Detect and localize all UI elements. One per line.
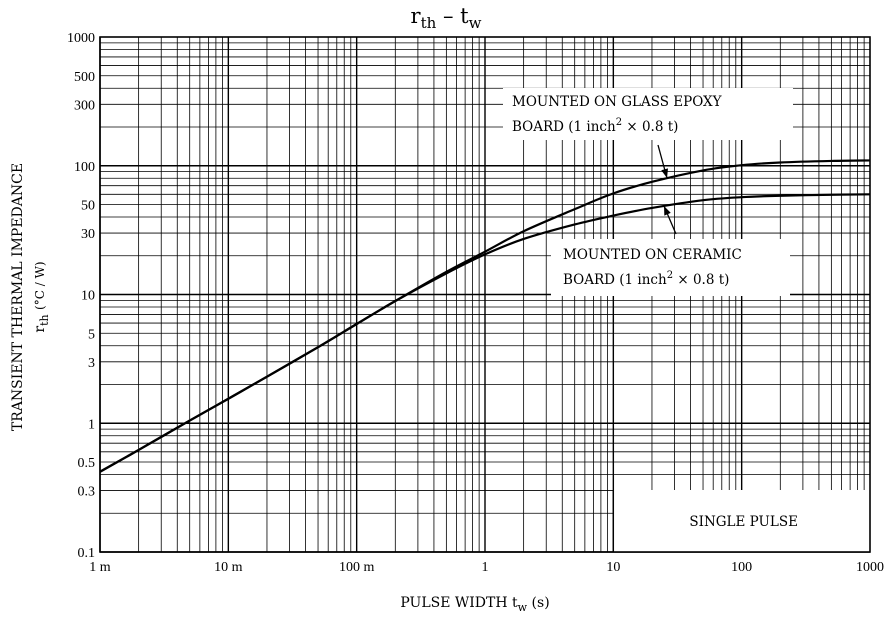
x-tick-label: 1000 bbox=[856, 560, 884, 575]
x-axis-unit: (s) bbox=[532, 595, 550, 611]
x-tick-label: 100 bbox=[731, 560, 752, 575]
x-axis-symbol: t bbox=[512, 595, 518, 611]
grid-lines bbox=[99, 37, 870, 553]
chart-title: rth – tw bbox=[411, 4, 482, 32]
y-axis-symbol-sub: th bbox=[38, 314, 51, 326]
x-axis-symbol-sub: w bbox=[518, 601, 528, 614]
y-axis-label-text: TRANSIENT THERMAL IMPEDANCE bbox=[10, 163, 26, 431]
y-tick-label: 1000 bbox=[67, 31, 95, 46]
plot-frame bbox=[99, 36, 871, 553]
y-tick-label: 0.1 bbox=[78, 546, 96, 561]
title-symbol-2-sub: w bbox=[469, 14, 482, 32]
y-tick-label: 50 bbox=[81, 199, 95, 214]
ceramic-label-bg bbox=[551, 239, 790, 296]
y-tick-label: 3 bbox=[88, 356, 95, 371]
y-axis-label: TRANSIENT THERMAL IMPEDANCE bbox=[10, 163, 26, 431]
title-symbol-sub: th bbox=[421, 14, 437, 32]
annotations: MOUNTED ON GLASS EPOXY BOARD (1 inch2 × 0… bbox=[512, 94, 798, 530]
x-tick-label: 10 bbox=[606, 560, 620, 575]
glass-epoxy-label-line2: BOARD (1 inch2 × 0.8 t) bbox=[512, 117, 678, 135]
single-pulse-box-bg bbox=[613, 490, 870, 552]
y-tick-label: 1 bbox=[88, 417, 95, 432]
x-axis-label: PULSE WIDTH tw (s) bbox=[400, 595, 549, 614]
glass-epoxy-arrow-head bbox=[661, 168, 669, 178]
y-tick-label: 10 bbox=[81, 289, 95, 304]
ceramic-label-line1: MOUNTED ON CERAMIC bbox=[563, 247, 742, 263]
y-tick-labels: 0.1 0.3 0.5 1 3 5 10 30 50 100 300 500 1000 bbox=[67, 31, 95, 561]
ceramic-arrow-head bbox=[664, 206, 671, 216]
title-symbol-2: t bbox=[460, 4, 469, 28]
x-tick-label: 1 bbox=[482, 560, 489, 575]
title-symbol: r bbox=[411, 4, 422, 28]
y-axis-symbol: r bbox=[32, 326, 48, 333]
y-tick-label: 300 bbox=[74, 98, 95, 113]
ceramic-curve bbox=[99, 193, 871, 473]
x-tick-label: 10 m bbox=[214, 560, 243, 575]
series-curves bbox=[99, 159, 871, 473]
x-tick-labels: 1 m 10 m 100 m 1 10 100 1000 bbox=[89, 560, 884, 575]
y-axis-symbol-text: rth (°C / W) bbox=[32, 261, 51, 332]
x-tick-label: 1 m bbox=[89, 560, 111, 575]
y-axis-symbol-line: rth (°C / W) bbox=[32, 261, 51, 332]
ceramic-label-line2: BOARD (1 inch2 × 0.8 t) bbox=[563, 270, 729, 288]
title-dash: – bbox=[443, 4, 454, 28]
glass-epoxy-label-bg bbox=[503, 88, 793, 140]
y-tick-label: 100 bbox=[74, 160, 95, 175]
x-axis-label-text: PULSE WIDTH bbox=[400, 595, 507, 611]
y-tick-label: 0.3 bbox=[78, 485, 96, 500]
y-tick-label: 0.5 bbox=[78, 456, 96, 471]
y-tick-label: 500 bbox=[74, 70, 95, 85]
single-pulse-label: SINGLE PULSE bbox=[689, 514, 798, 530]
x-tick-label: 100 m bbox=[339, 560, 375, 575]
y-tick-label: 30 bbox=[81, 227, 95, 242]
y-axis-unit: (°C / W) bbox=[33, 261, 47, 310]
glass-epoxy-label-line1: MOUNTED ON GLASS EPOXY bbox=[512, 94, 723, 110]
y-tick-label: 5 bbox=[88, 327, 95, 342]
plot-border bbox=[99, 36, 871, 553]
